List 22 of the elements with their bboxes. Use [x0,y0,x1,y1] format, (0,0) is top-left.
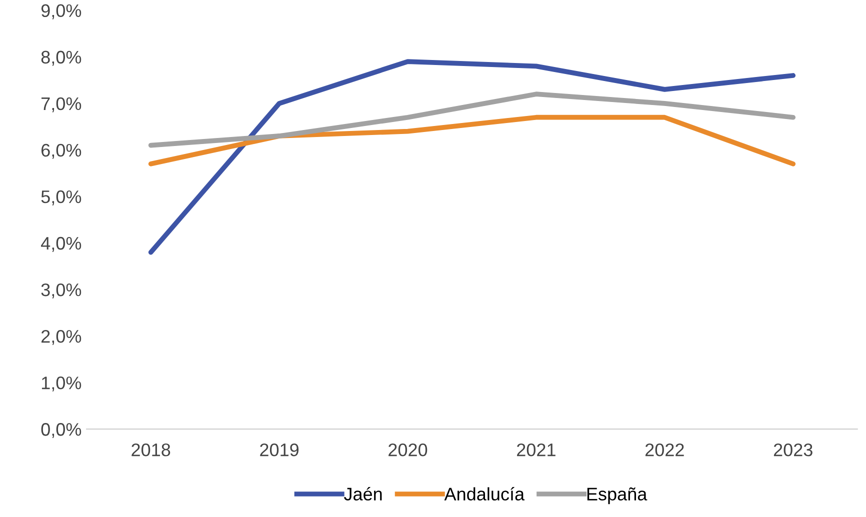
y-tick-label: 9,0% [41,4,82,20]
line-series [148,92,796,148]
y-tick-label: 4,0% [41,236,82,252]
y-tick-label: 2,0% [41,330,82,345]
y-tick-label: 1,0% [42,376,82,392]
x-tick-label: 2023 [774,443,812,456]
legend-label: Jaén [344,487,382,500]
x-tick-label: 2021 [517,443,556,456]
x-tick-label: 2019 [260,443,299,456]
x-tick-label: 2020 [388,443,428,456]
y-tick-label: 5,0% [41,190,82,206]
x-tick-label: 2018 [132,443,170,456]
y-tick-label: 0,0% [41,423,82,438]
legend-label: Andalucía [444,487,525,500]
legend-label: España [587,487,648,504]
line-series [148,59,796,255]
line-series [148,114,796,166]
y-tick-label: 3,0% [41,283,82,298]
y-tick-label: 6,0% [42,144,82,159]
x-tick-label: 2022 [645,443,684,456]
y-tick-label: 8,0% [41,50,82,66]
y-tick-label: 7,0% [42,97,82,112]
